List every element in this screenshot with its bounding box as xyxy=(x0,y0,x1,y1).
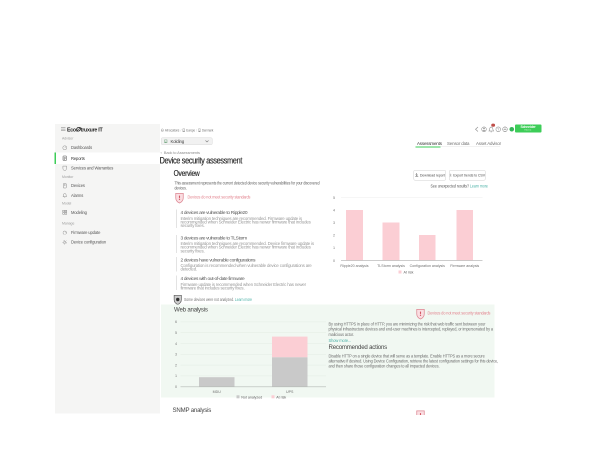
svg-text:1: 1 xyxy=(175,374,177,378)
svg-text:At risk: At risk xyxy=(276,396,286,400)
svg-text:UPS: UPS xyxy=(286,390,294,394)
svg-text:4: 4 xyxy=(333,208,335,212)
svg-text:MDU: MDU xyxy=(213,390,222,394)
svg-text:Not analyzed: Not analyzed xyxy=(241,396,262,400)
svg-text:At risk: At risk xyxy=(404,271,414,275)
svg-text:3: 3 xyxy=(175,353,177,357)
svg-text:Ripple20 analysis: Ripple20 analysis xyxy=(340,264,368,268)
svg-text:2: 2 xyxy=(333,234,335,238)
svg-text:Firmware analysis: Firmware analysis xyxy=(450,264,479,268)
svg-text:3: 3 xyxy=(333,221,335,225)
svg-text:?: ? xyxy=(497,127,500,132)
svg-text:0: 0 xyxy=(175,385,177,389)
svg-text:5: 5 xyxy=(175,331,177,335)
svg-text:4: 4 xyxy=(175,342,177,346)
svg-text:6: 6 xyxy=(175,320,177,324)
svg-text:0: 0 xyxy=(333,259,335,263)
svg-text:Configuration analysis: Configuration analysis xyxy=(410,264,446,268)
svg-text:2: 2 xyxy=(175,363,177,367)
svg-text:5: 5 xyxy=(333,196,335,200)
svg-text:1: 1 xyxy=(333,246,335,250)
svg-text:TLStorm analysis: TLStorm analysis xyxy=(377,264,405,268)
